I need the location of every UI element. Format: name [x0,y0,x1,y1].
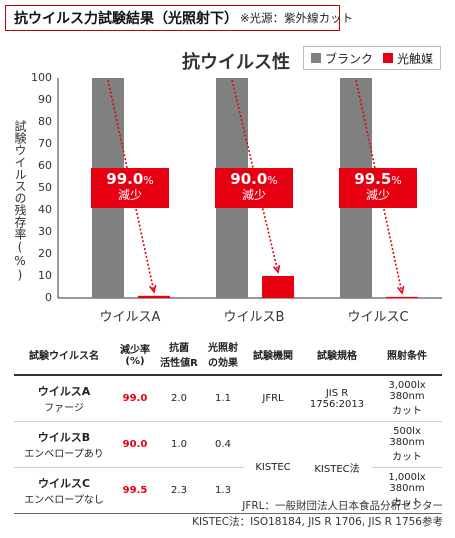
row-c-rate: 99.5 [114,467,156,514]
th-rate: 減少率 (%) [114,334,156,376]
footnote-kistec: KISTEC法：ISO18184, JIS R 1706, JIS R 1756… [192,516,443,528]
reduction-callout: 90.0% 減少 [215,168,293,208]
y-tick-label: 70 [38,137,52,150]
row-b-virus: ウイルスB エンベロープあり [14,421,114,468]
y-axis-label: 試験ウイルスの残存率(%) [13,120,27,282]
callout-label: 減少 [117,188,142,202]
legend-item-blank: ブランク [310,50,373,67]
y-tick-label: 10 [38,269,52,282]
y-tick-label: 20 [38,247,52,260]
row-b-condition: 500lx 380nm カット [372,421,442,468]
y-tick-label: 100 [31,71,52,84]
y-tick-label: 30 [38,225,52,238]
table-row: ウイルスB エンベロープあり 90.0 1.0 0.4 KISTEC KISTE… [14,421,442,514]
row-a-condition: 3,000lx 380nm カット [372,375,442,422]
th-virus-name: 試験ウイルス名 [14,334,114,376]
y-tick-label: 80 [38,115,52,128]
x-category-label: ウイルスC [347,310,409,325]
row-a-standard: JIS R 1756:2013 [302,375,372,422]
row-b-rate: 90.0 [114,421,156,468]
th-standard: 試験規格 [302,334,372,376]
legend-label-blank: ブランク [324,51,373,66]
table-row: ウイルスC エンベロープなし 99.5 2.3 1.3 1,000lx 380n… [14,467,442,514]
chart-legend: ブランク 光触媒 [303,46,441,70]
y-tick-label: 60 [38,159,52,172]
row-b-effect: 0.4 [202,421,244,468]
row-c-effect: 1.3 [202,467,244,514]
row-c-r-value: 2.3 [156,467,202,514]
row-a-r-value: 2.0 [156,375,202,422]
y-tick-label: 90 [38,93,52,106]
x-category-label: ウイルスA [99,310,161,325]
callout-value: 99.0 [106,170,144,188]
bar-photocatalyst-1 [138,295,170,298]
legend-swatch-photocatalyst [383,53,393,63]
results-table: 試験ウイルス名 減少率 (%) 抗菌 活性値R 光照射 の効果 試験機関 試験規… [14,334,442,514]
row-b-r-value: 1.0 [156,421,202,468]
y-tick-label: 0 [45,291,52,304]
reduction-arrow-head-3 [397,285,405,295]
row-a-virus: ウイルスA ファージ [14,375,114,422]
reduction-callout: 99.5% 減少 [339,168,417,208]
row-bc-org: KISTEC [244,421,302,514]
y-tick-label: 50 [38,181,52,194]
row-c-virus: ウイルスC エンベロープなし [14,467,114,514]
table-header-row: 試験ウイルス名 減少率 (%) 抗菌 活性値R 光照射 の効果 試験機関 試験規… [14,334,442,376]
row-bc-standard: KISTEC法 [302,421,372,514]
reduction-arrow-head-1 [149,284,157,294]
page-title: 抗ウイルス力試験結果（光照射下） [14,11,238,27]
chart-area: 抗ウイルス性 ブランク 光触媒 試験ウイルスの残存率(%) 0 10 20 30 40 5… [0,36,455,332]
bar-photocatalyst-3 [386,296,418,299]
y-tick-label: 40 [38,203,52,216]
legend-label-photocatalyst: 光触媒 [397,51,434,66]
legend-swatch-blank [310,53,321,63]
chart-title: 抗ウイルス性 [182,52,290,73]
reduction-arrow-line-2 [231,79,279,273]
light-source-note: ※光源：紫外線カット [240,11,354,25]
callout-unit: % [267,174,278,187]
th-org: 試験機関 [244,334,302,376]
bar-photocatalyst-2 [262,276,294,298]
row-a-rate: 99.0 [114,375,156,422]
callout-label: 減少 [241,188,266,202]
th-condition: 照射条件 [372,334,442,376]
reduction-arrow-head-2 [272,264,281,274]
table-row: ウイルスA ファージ 99.0 2.0 1.1 JFRL JIS R 1756:… [14,375,442,422]
callout-value: 90.0 [230,170,268,188]
th-r-value: 抗菌 活性値R [156,334,202,376]
x-category-label: ウイルスB [223,310,285,325]
th-effect: 光照射 の効果 [202,334,244,376]
callout-unit: % [391,174,402,187]
legend-item-photocatalyst: 光触媒 [383,50,433,67]
row-c-condition: 1,000lx 380nm カット [372,467,442,514]
callout-value: 99.5 [354,170,392,188]
page-title-box: 抗ウイルス力試験結果（光照射下） ※光源：紫外線カット [5,5,353,31]
callout-label: 減少 [365,188,390,202]
row-a-effect: 1.1 [202,375,244,422]
row-a-org: JFRL [244,375,302,422]
footnote-jfrl: JFRL：一般財団法人日本食品分析センター [242,500,443,512]
reduction-callout: 99.0% 減少 [91,168,169,208]
callout-unit: % [143,174,154,187]
